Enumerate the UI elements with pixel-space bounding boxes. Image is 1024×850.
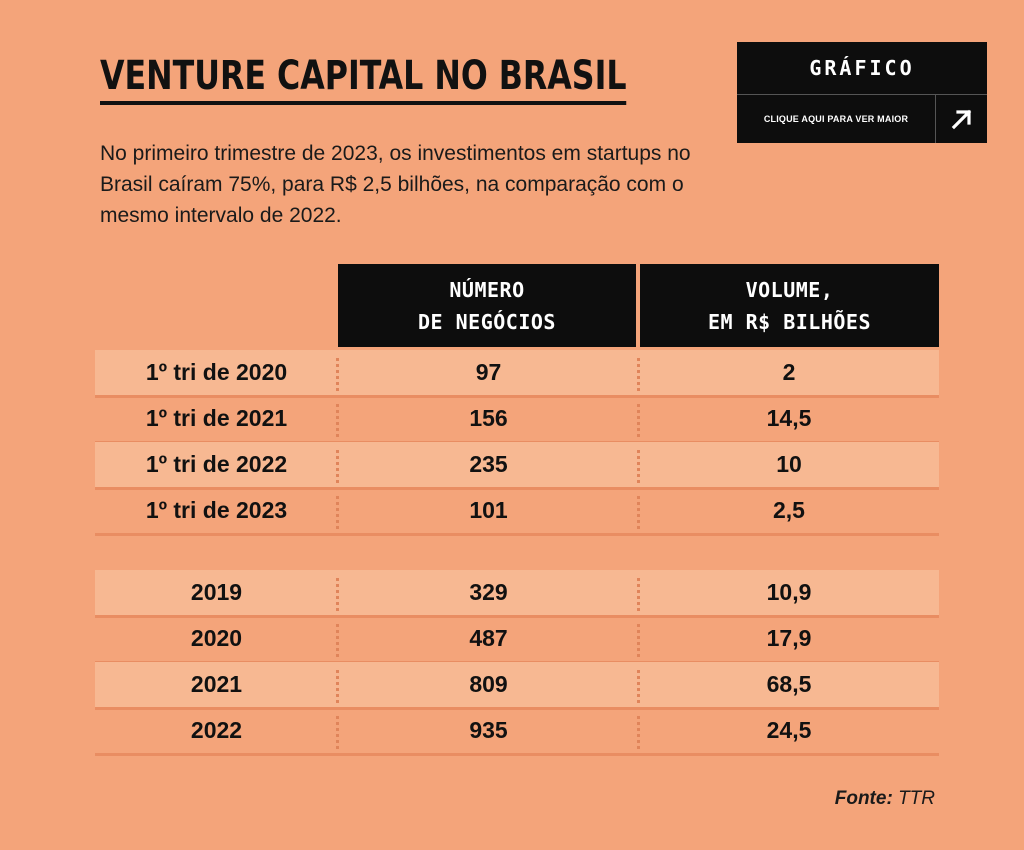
- chart-badge[interactable]: GRÁFICO CLIQUE AQUI PARA VER MAIOR: [737, 42, 987, 143]
- column-divider: [637, 450, 640, 483]
- row-volume-value: 68,5: [766, 671, 812, 697]
- column-header-deals-line1: NÚMERO: [449, 277, 525, 302]
- column-divider: [336, 670, 339, 703]
- page-title: VENTURE CAPITAL NO BRASIL: [100, 52, 627, 105]
- row-deals-value: 235: [469, 451, 508, 477]
- column-header-volume: VOLUME, EM R$ BILHÕES: [640, 264, 939, 347]
- table-row: 2022 935 24,5: [95, 708, 939, 756]
- column-divider: [637, 670, 640, 703]
- column-divider: [336, 404, 339, 437]
- row-period: 1º tri de 2023: [145, 497, 288, 523]
- row-period: 1º tri de 2021: [145, 405, 288, 431]
- column-header-deals: NÚMERO DE NEGÓCIOS: [338, 264, 636, 347]
- column-divider: [637, 578, 640, 611]
- column-divider: [637, 404, 640, 437]
- row-deals-value: 487: [469, 625, 508, 651]
- column-header-deals-line2: DE NEGÓCIOS: [418, 309, 556, 334]
- table-row: 2020 487 17,9: [95, 616, 939, 664]
- column-divider: [336, 624, 339, 657]
- table-row: 1º tri de 2020 97 2: [95, 350, 939, 398]
- column-divider: [336, 716, 339, 749]
- row-deals-value: 97: [475, 359, 502, 385]
- row-deals-value: 935: [469, 717, 508, 743]
- row-period: 2020: [190, 625, 243, 651]
- row-period: 2021: [190, 671, 243, 697]
- column-divider: [637, 358, 640, 391]
- source-note: Fonte: TTR: [835, 788, 935, 810]
- column-divider: [336, 358, 339, 391]
- row-deals-value: 101: [469, 497, 508, 523]
- row-volume-value: 14,5: [766, 405, 812, 431]
- row-period: 2019: [190, 579, 243, 605]
- row-deals-value: 329: [469, 579, 508, 605]
- column-divider: [336, 496, 339, 529]
- row-volume-value: 10,9: [766, 579, 812, 605]
- row-deals-value: 809: [469, 671, 508, 697]
- badge-title: GRÁFICO: [737, 42, 987, 95]
- table-row: 2019 329 10,9: [95, 570, 939, 618]
- column-divider: [336, 450, 339, 483]
- column-divider: [637, 496, 640, 529]
- row-volume-value: 2: [782, 359, 796, 385]
- row-deals-value: 156: [469, 405, 508, 431]
- page-subtitle: No primeiro trimestre de 2023, os invest…: [100, 142, 691, 227]
- view-larger-link[interactable]: CLIQUE AQUI PARA VER MAIOR: [737, 95, 936, 143]
- table-row: 1º tri de 2022 235 10: [95, 442, 939, 490]
- column-divider: [336, 578, 339, 611]
- row-volume-value: 10: [776, 451, 802, 477]
- row-period: 1º tri de 2022: [145, 451, 288, 477]
- column-header-volume-line1: VOLUME,: [745, 277, 834, 302]
- row-period: 2022: [190, 717, 243, 743]
- table-row: 1º tri de 2023 101 2,5: [95, 488, 939, 536]
- row-period: 1º tri de 2020: [145, 359, 288, 385]
- source-value: TTR: [898, 788, 935, 809]
- column-divider: [637, 624, 640, 657]
- column-header-volume-line2: EM R$ BILHÕES: [707, 309, 872, 334]
- row-volume-value: 24,5: [766, 717, 812, 743]
- source-label: Fonte:: [834, 788, 893, 809]
- column-divider: [637, 716, 640, 749]
- table-row: 1º tri de 2021 156 14,5: [95, 396, 939, 444]
- arrow-up-right-icon[interactable]: [936, 95, 987, 143]
- row-volume-value: 2,5: [773, 497, 805, 523]
- row-volume-value: 17,9: [766, 625, 812, 651]
- table-row: 2021 809 68,5: [95, 662, 939, 710]
